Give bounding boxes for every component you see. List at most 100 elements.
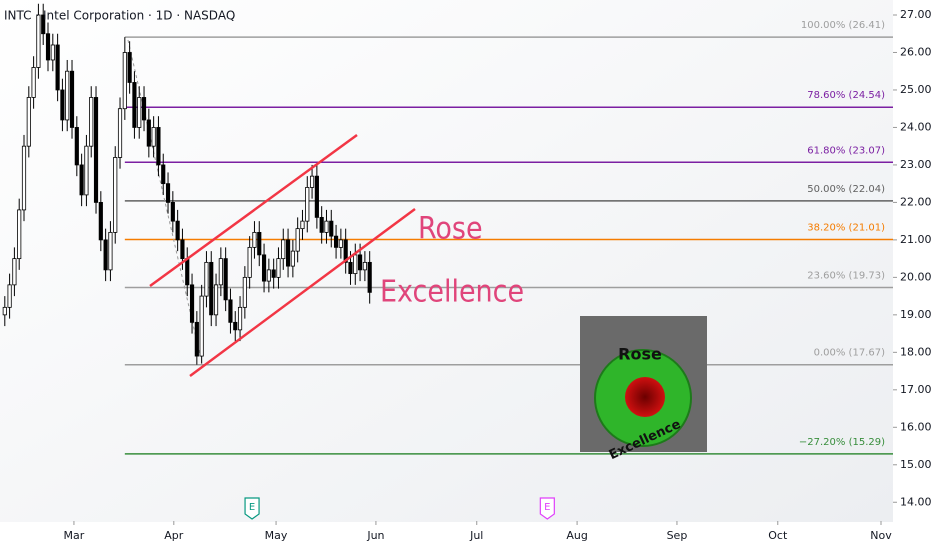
candle-body [175,220,180,241]
y-tick-label: 24.00 [900,120,932,133]
candle-body [233,321,238,331]
candle-body [93,97,99,203]
x-tick-label: Nov [870,529,892,542]
candle-body [84,145,89,196]
fib-level-label: 100.00% (26.41) [801,20,885,31]
candle-body [367,261,372,293]
candle-body [281,239,286,260]
candle-body [271,269,276,278]
event-marker [539,497,555,520]
candle-body [305,187,310,222]
candle-body [213,284,219,316]
y-tick-label: 26.00 [900,45,932,58]
candle-body [98,202,103,241]
event-label: E [249,502,255,513]
y-tick-label: 21.00 [900,233,932,246]
y-tick-label: 23.00 [900,158,932,171]
fib-level-label: 23.60% (19.73) [807,270,885,281]
logo: Rose Excellence [580,316,707,463]
candle-body [185,258,190,286]
candle-body [79,164,84,196]
fib-level-label: −27.20% (15.29) [799,437,885,448]
candle-body [127,52,132,83]
channel-lower [189,207,416,378]
candle-body [26,97,31,147]
candle-body [362,261,367,271]
event-label: E [544,502,550,513]
candle-body [329,220,334,237]
candle-body [257,231,262,256]
chart-title: INTC · Intel Corporation · 1D · NASDAQ [4,9,235,23]
candle-body [156,127,161,166]
plot-background [0,0,893,522]
time-axis [0,522,893,550]
candle-body [103,239,108,271]
x-tick-label: Sep [667,529,688,542]
fib-level-label: 0.00% (17.67) [814,348,885,359]
y-tick-label: 20.00 [900,270,932,283]
candle-body [45,33,51,61]
candle-body [266,269,271,282]
candle-body [300,220,305,230]
candle-body [309,175,315,188]
candle-body [69,70,75,128]
candle-body [348,261,353,275]
grid [73,14,897,525]
candle-body [137,97,142,128]
candle-body [276,258,281,278]
candle-body [165,183,171,203]
candle-body [290,250,295,267]
candle-body [319,216,324,233]
candle-body [65,70,70,121]
candles [2,3,372,365]
candle-body [194,321,199,357]
y-tick-label: 22.00 [900,195,932,208]
candle-body [237,306,243,331]
candle-body [17,209,22,260]
candle-body [314,175,319,218]
candle-body [295,228,300,252]
y-tick-label: 14.00 [900,495,932,508]
fib-level-label: 50.00% (22.04) [807,184,885,195]
candle-body [247,246,252,278]
candle-body [151,127,156,147]
candle-body [252,231,257,248]
candle-body [108,231,113,271]
y-tick-label: 18.00 [900,345,932,358]
candle-body [228,299,233,323]
candle-body [36,14,41,68]
x-tick-label: Mar [64,529,85,542]
candle-body [12,258,17,286]
candle-body [353,254,358,275]
y-tick-label: 27.00 [900,8,932,21]
fib-level-label: 78.60% (24.54) [807,90,885,101]
price-axis [893,0,932,550]
candle-body [89,97,94,147]
x-tick-label: Jun [366,529,384,542]
candle-body [31,67,36,98]
candle-body [132,82,137,128]
candle-body [113,157,118,233]
candle-body [141,97,147,121]
fib-level-label: 61.80% (23.07) [807,145,885,156]
candle-body [204,261,209,297]
candle-body [324,220,329,233]
candle-body [50,44,55,61]
candle-body [170,202,175,222]
logo-text: Rose [618,345,662,364]
candle-body [117,108,123,158]
candle-body [285,239,291,267]
candle-body [218,258,223,286]
candle-body [261,254,267,282]
candle-body [55,44,60,91]
annotation: Rose [418,212,483,247]
x-tick-label: Apr [164,529,184,542]
candle-body [338,239,343,248]
candle-body [209,261,214,316]
logo-rose [625,377,665,417]
candle-body [223,258,228,301]
y-tick-label: 17.00 [900,383,932,396]
candle-body [122,52,127,110]
fib-levels: 100.00% (26.41) 78.60% (24.54) 61.80% (23.… [124,20,893,455]
